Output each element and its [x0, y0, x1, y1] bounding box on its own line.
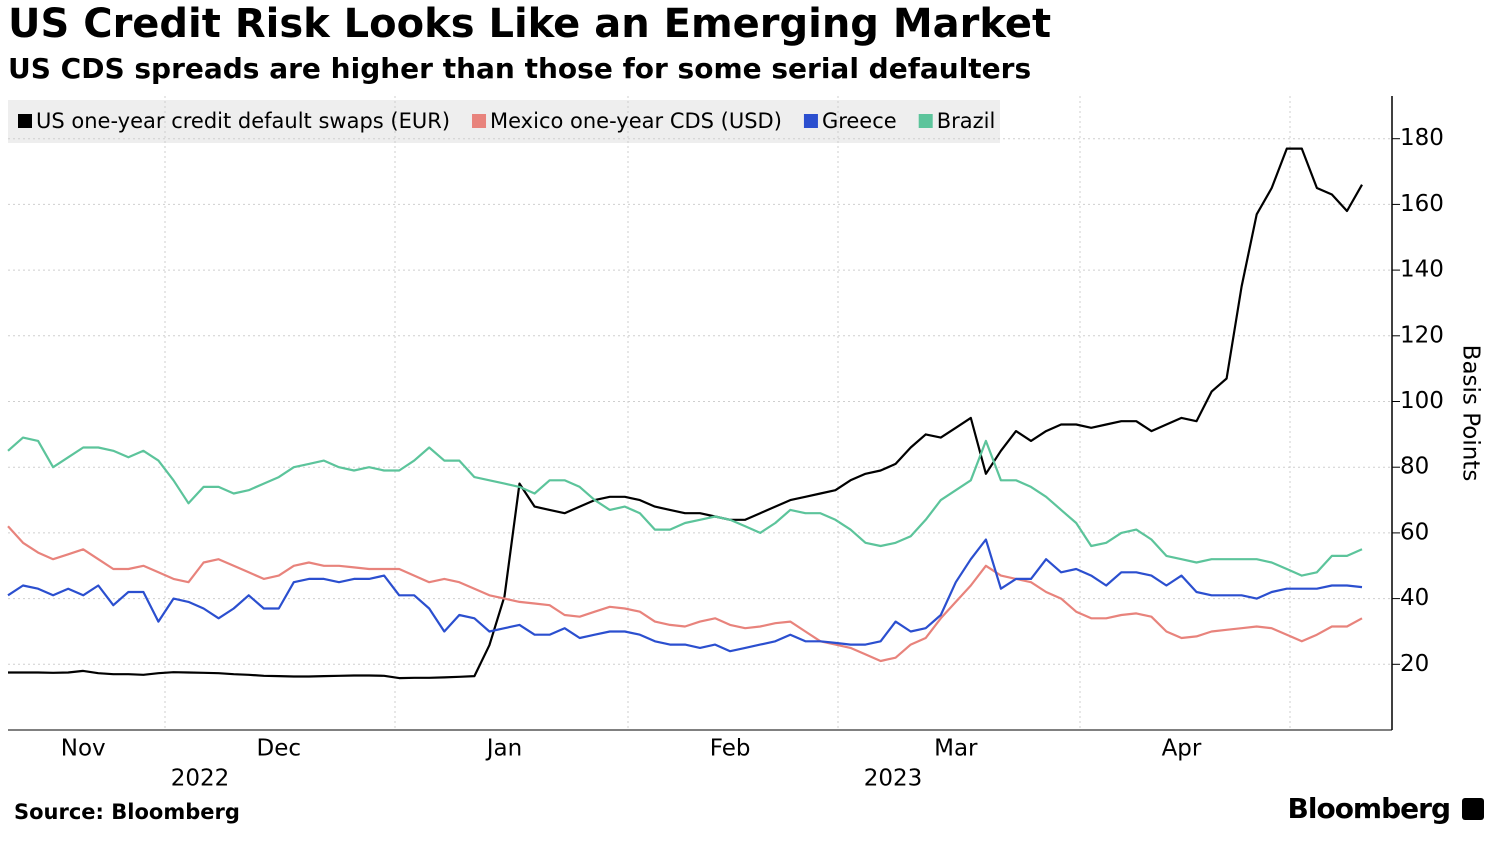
- legend-swatch: [472, 114, 487, 128]
- legend-label: Greece: [822, 109, 897, 133]
- legend-swatch: [18, 114, 32, 128]
- source: Source: Bloomberg: [14, 800, 240, 824]
- y-tick-label: 180: [1400, 125, 1444, 151]
- x-tick-label: Jan: [485, 736, 522, 762]
- legend-swatch: [918, 114, 933, 128]
- y-tick-label: 120: [1400, 322, 1444, 348]
- y-tick-label: 60: [1400, 519, 1429, 545]
- month-grid: [164, 96, 1291, 730]
- legend-swatch: [803, 114, 818, 128]
- line-series: [7, 436, 1363, 577]
- x-tick-label: Dec: [257, 736, 302, 762]
- x-tick-label: Nov: [61, 736, 106, 762]
- x-tick-label: Apr: [1162, 736, 1202, 762]
- brand-icon: [1462, 798, 1484, 820]
- y-tick-label: 40: [1400, 585, 1429, 611]
- brand: Bloomberg: [1288, 792, 1450, 825]
- legend-background: [8, 100, 1000, 143]
- y-axis-title: Basis Points: [1458, 345, 1484, 482]
- y-tick-label: 140: [1400, 257, 1444, 283]
- legend-label: US one-year credit default swaps (EUR): [36, 109, 450, 133]
- year-label: 2023: [864, 766, 923, 792]
- y-tick-label: 160: [1400, 191, 1444, 217]
- chart-title: US Credit Risk Looks Like an Emerging Ma…: [8, 1, 1051, 47]
- y-tick-label: 100: [1400, 388, 1444, 414]
- x-tick-label: Mar: [934, 736, 978, 762]
- x-tick-label: Feb: [710, 736, 751, 762]
- legend-label: Mexico one-year CDS (USD): [490, 109, 782, 133]
- line-series: [7, 538, 1363, 653]
- y-tick-label: 80: [1400, 454, 1429, 480]
- line-series: [7, 525, 1363, 663]
- line-series: [8, 147, 1363, 680]
- year-label: 2022: [171, 766, 230, 792]
- y-tick-label: 20: [1400, 651, 1429, 677]
- legend-label: Brazil: [937, 109, 996, 133]
- chart-subtitle: US CDS spreads are higher than those for…: [8, 52, 1031, 85]
